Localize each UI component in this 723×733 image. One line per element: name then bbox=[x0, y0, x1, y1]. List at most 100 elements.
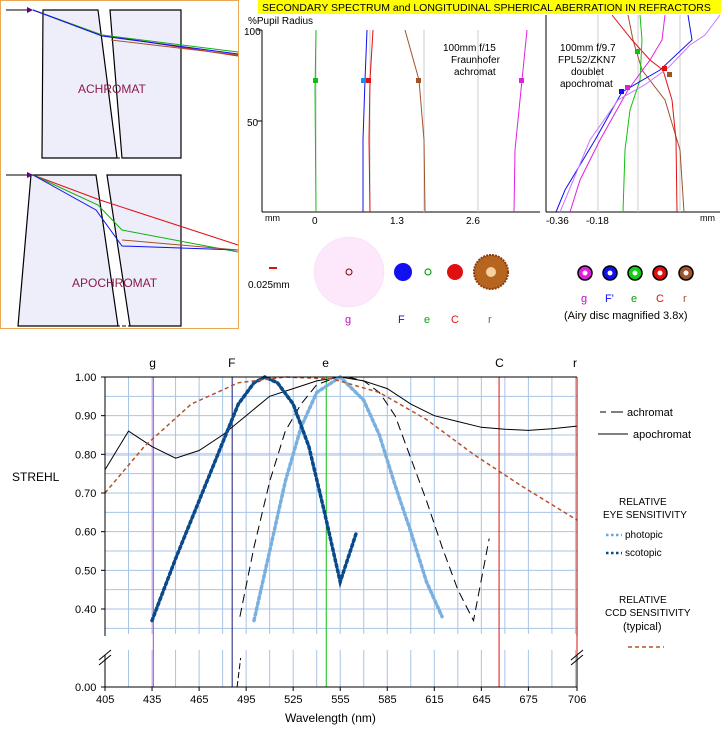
right-break-mark bbox=[570, 649, 584, 666]
y-tick-label: 0.80 bbox=[75, 449, 96, 461]
x-tick-label: 645 bbox=[472, 694, 490, 706]
airy-label-e: e bbox=[631, 293, 637, 305]
spot-r-center bbox=[486, 267, 496, 277]
ref-label-r: r bbox=[573, 356, 577, 370]
sa-plot-apochromat: -0.36 -0.18 mm 100mm f/9.7 FPL52/ZKN7 do… bbox=[545, 14, 721, 227]
sa1-x-unit: mm bbox=[265, 213, 280, 223]
legend-ccd-title-1: RELATIVE bbox=[619, 595, 667, 606]
sa2-curve-C bbox=[611, 14, 678, 213]
achromat-ray-blue bbox=[32, 9, 239, 55]
series-ccd bbox=[104, 376, 578, 521]
airy-note: (Airy disc magnified 3.8x) bbox=[564, 310, 688, 322]
apochromat-flint-element bbox=[106, 174, 182, 327]
sa1-ytick-100: 100 bbox=[244, 27, 261, 38]
spot-label-g: g bbox=[345, 314, 351, 326]
sa1-marker-C bbox=[366, 78, 371, 83]
sa1-marker-F bbox=[361, 78, 366, 83]
achromat-label: ACHROMAT bbox=[78, 82, 146, 96]
sa1-curve-C bbox=[368, 29, 374, 213]
legend-eye-title-1: RELATIVE bbox=[619, 497, 667, 508]
apochromat-diagram: APOCHROMAT bbox=[6, 172, 239, 327]
legend-achromat: achromat bbox=[627, 407, 673, 419]
ref-label-C: C bbox=[495, 356, 504, 370]
x-tick-label: 495 bbox=[237, 694, 255, 706]
strehl-grid bbox=[105, 376, 577, 687]
x-tick-label: 675 bbox=[519, 694, 537, 706]
airy-label-C: C bbox=[656, 293, 664, 305]
spot-g-center bbox=[345, 268, 353, 276]
sa1-desc-2: Fraunhofer bbox=[451, 55, 501, 66]
spot-g bbox=[313, 236, 385, 308]
y-tick-label: 0.40 bbox=[75, 604, 96, 616]
sa2-x-unit: mm bbox=[700, 213, 715, 223]
sa2-marker-e bbox=[635, 49, 640, 54]
series-scotopic bbox=[150, 375, 358, 623]
spot-label-r: r bbox=[488, 314, 492, 326]
achromat-diagram: ACHROMAT bbox=[6, 7, 239, 159]
y-tick-label: 0.70 bbox=[75, 488, 96, 500]
sa2-marker-g bbox=[625, 85, 630, 90]
ref-label-e: e bbox=[322, 356, 329, 370]
sa1-xtick-1: 1.3 bbox=[390, 216, 404, 227]
sa1-xtick-0: 0 bbox=[312, 216, 318, 227]
achromat-ray-brown bbox=[110, 39, 239, 56]
y-tick-label: 0.00 bbox=[75, 682, 96, 694]
legend-scotopic: scotopic bbox=[625, 548, 662, 559]
sa2-desc-3: doublet bbox=[571, 67, 604, 78]
sa-ylabel: %Pupil Radius bbox=[248, 16, 313, 27]
sa2-xtick-0: -0.36 bbox=[546, 216, 569, 227]
x-tick-label: 465 bbox=[190, 694, 208, 706]
spot-C bbox=[447, 264, 463, 280]
spot-row: 0.025mm g F e C r g F' e C r (Airy disc … bbox=[248, 236, 694, 326]
spot-e bbox=[424, 268, 432, 276]
apochromat-label: APOCHROMAT bbox=[72, 276, 158, 290]
sa1-curve-g bbox=[513, 29, 528, 213]
y-break-mark bbox=[98, 649, 112, 666]
y-tick-label: 0.50 bbox=[75, 565, 96, 577]
sa2-desc-1: 100mm f/9.7 bbox=[560, 43, 616, 54]
sa2-marker-r bbox=[667, 72, 672, 77]
airy-label-r: r bbox=[683, 293, 687, 305]
sa1-curve-e bbox=[314, 29, 317, 213]
legend-eye-title-2: EYE SENSITIVITY bbox=[603, 510, 687, 521]
x-tick-label: 435 bbox=[143, 694, 161, 706]
sa1-curve-F bbox=[362, 29, 368, 212]
ref-label-g: g bbox=[149, 356, 156, 370]
strehl-ylabel: STREHL bbox=[12, 470, 60, 484]
title-background bbox=[258, 0, 721, 14]
spot-label-F: F bbox=[398, 314, 405, 326]
sa1-curve-r bbox=[404, 29, 426, 213]
sa-plot-achromat: %Pupil Radius 100 50 mm 0 1.3 2.6 100mm … bbox=[244, 16, 540, 227]
legend-apochromat: apochromat bbox=[633, 429, 691, 441]
sa2-curve-violet bbox=[559, 14, 721, 213]
apochromat-ray-green bbox=[32, 174, 239, 253]
airy-label-g: g bbox=[581, 293, 587, 305]
x-tick-label: 706 bbox=[568, 694, 586, 706]
y-tick-label: 1.00 bbox=[75, 372, 96, 384]
x-tick-label: 525 bbox=[284, 694, 302, 706]
apochromat-arrow-icon bbox=[27, 172, 33, 178]
legend-ccd-title-2: CCD SENSITIVITY bbox=[605, 608, 691, 619]
x-tick-label: 585 bbox=[378, 694, 396, 706]
sa1-xtick-2: 2.6 bbox=[466, 216, 480, 227]
airy-label-F: F' bbox=[605, 293, 614, 305]
y-tick-label: 0.90 bbox=[75, 411, 96, 423]
sa1-ytick-50: 50 bbox=[247, 118, 259, 129]
sa1-desc-3: achromat bbox=[454, 67, 496, 78]
sa2-marker-C bbox=[662, 66, 667, 71]
sa2-desc-4: apochromat bbox=[560, 79, 613, 90]
legend-photopic: photopic bbox=[625, 530, 663, 541]
series-photopic bbox=[252, 374, 444, 623]
sa2-desc-2: FPL52/ZKN7 bbox=[558, 55, 616, 66]
sa2-marker-F bbox=[619, 89, 624, 94]
achromat-arrow-icon bbox=[27, 7, 33, 13]
sa1-desc-1: 100mm f/15 bbox=[443, 43, 496, 54]
series-achromat bbox=[239, 376, 490, 623]
apochromat-ray-red bbox=[32, 174, 239, 246]
x-tick-label: 615 bbox=[425, 694, 443, 706]
x-tick-label: 555 bbox=[331, 694, 349, 706]
strehl-xlabel: Wavelength (nm) bbox=[285, 711, 376, 725]
